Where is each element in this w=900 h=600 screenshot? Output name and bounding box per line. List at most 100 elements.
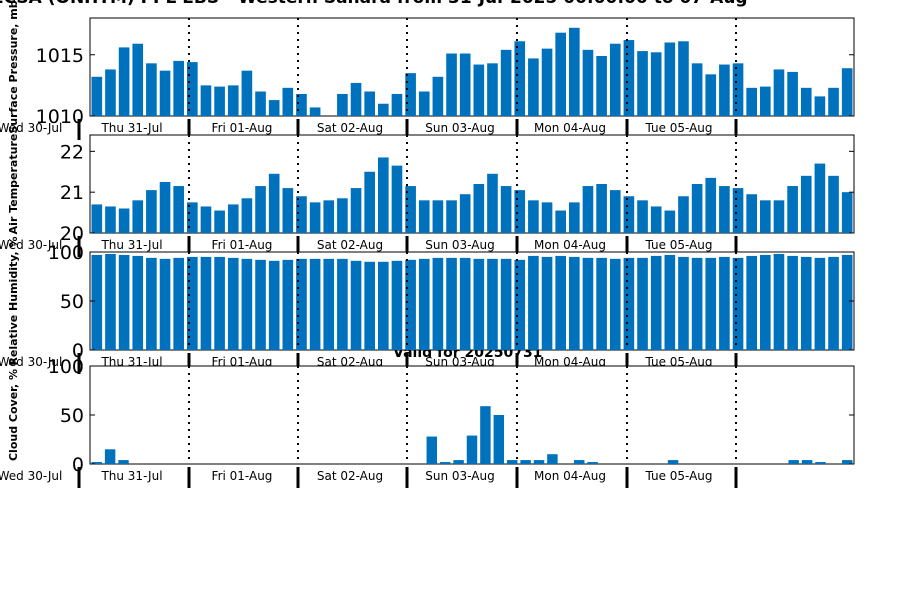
data-bar [200, 206, 212, 233]
y-tick-label: 0 [72, 454, 84, 476]
day-label: Mon 04-Aug [534, 121, 606, 135]
data-bar [732, 257, 744, 350]
data-bar [282, 188, 294, 233]
y-tick-label: 100 [48, 356, 84, 378]
data-bar [364, 171, 375, 233]
data-bar [214, 210, 225, 233]
data-bar [200, 85, 212, 117]
day-label: Thu 31-Jul [100, 238, 162, 252]
data-bar [667, 460, 679, 464]
data-bar [473, 64, 485, 116]
data-bar [132, 43, 144, 117]
data-bar [514, 41, 526, 116]
data-bar [541, 202, 553, 233]
data-bar [828, 175, 839, 233]
data-bar [241, 258, 253, 350]
data-bar [555, 210, 566, 233]
data-bar [309, 202, 321, 233]
day-label: Tue 05-Aug [644, 238, 712, 252]
data-bar [426, 436, 438, 464]
data-bar [255, 186, 266, 233]
data-bar [828, 256, 839, 350]
y-axis-label: Relative Humidity, % [7, 236, 20, 365]
data-bar [173, 186, 184, 233]
data-bar [241, 198, 253, 233]
data-bar [378, 261, 389, 350]
data-bar [200, 256, 212, 350]
data-bar [268, 173, 280, 233]
y-tick-label: 50 [60, 291, 84, 313]
data-bar [541, 256, 553, 350]
data-bar [547, 454, 558, 464]
data-bar [105, 69, 116, 116]
data-bar [446, 257, 457, 350]
day-label: Tue 05-Aug [644, 121, 712, 135]
day-label: Wed 30-Jul [0, 121, 62, 135]
data-bar [528, 58, 539, 116]
data-bar [787, 71, 798, 116]
data-bar [418, 258, 430, 350]
data-bar [446, 53, 457, 116]
y-tick-label: 0 [72, 340, 84, 362]
data-bar [378, 157, 389, 233]
data-bar [746, 255, 757, 350]
data-bar [514, 190, 526, 233]
data-bar [91, 204, 103, 233]
data-bar [746, 87, 757, 116]
data-bar [118, 254, 130, 350]
data-bar [146, 190, 157, 233]
y-tick-label: 1010 [36, 106, 84, 128]
data-bar [337, 258, 348, 350]
data-bar [841, 68, 853, 116]
data-bar [596, 55, 607, 116]
data-bar [541, 48, 553, 117]
data-bar [487, 173, 498, 233]
data-bar [787, 255, 798, 350]
data-bar [432, 257, 444, 350]
data-bar [828, 87, 839, 116]
data-bar [664, 42, 676, 116]
data-bar [800, 256, 812, 350]
data-bar [841, 192, 853, 233]
data-bar [159, 258, 171, 350]
data-bar [282, 259, 294, 350]
day-label: Tue 05-Aug [644, 469, 712, 483]
day-label: Sun 03-Aug [425, 238, 494, 252]
data-bar [555, 32, 566, 117]
day-label: Mon 04-Aug [534, 469, 606, 483]
data-bar [241, 70, 253, 116]
data-bar [480, 406, 491, 464]
data-bar [364, 261, 375, 350]
data-bar [788, 460, 799, 464]
data-bar [187, 62, 198, 116]
data-bar [569, 202, 580, 233]
data-bar [533, 460, 545, 464]
data-bar [569, 27, 580, 116]
day-label: Sat 02-Aug [317, 469, 383, 483]
data-bar [459, 257, 471, 350]
data-bar [337, 93, 348, 116]
data-bar [173, 60, 184, 117]
data-bar [514, 259, 526, 350]
data-bar [732, 63, 744, 116]
data-bar [596, 257, 607, 350]
data-bar [214, 86, 225, 116]
data-bar [323, 258, 335, 350]
data-bar [609, 190, 621, 233]
data-bar [582, 49, 594, 116]
data-bar [746, 194, 757, 233]
data-bar [439, 462, 451, 464]
data-bar [105, 253, 116, 350]
data-bar [800, 175, 812, 233]
data-bar [623, 40, 635, 116]
data-bar [815, 462, 826, 464]
data-bar [323, 200, 335, 233]
data-bar [255, 259, 266, 350]
data-bar [282, 87, 294, 116]
data-bar [520, 460, 531, 464]
data-bar [405, 73, 416, 117]
data-bar [587, 462, 598, 464]
data-bar [268, 260, 280, 350]
day-label: Mon 04-Aug [534, 238, 606, 252]
data-bar [678, 41, 689, 116]
